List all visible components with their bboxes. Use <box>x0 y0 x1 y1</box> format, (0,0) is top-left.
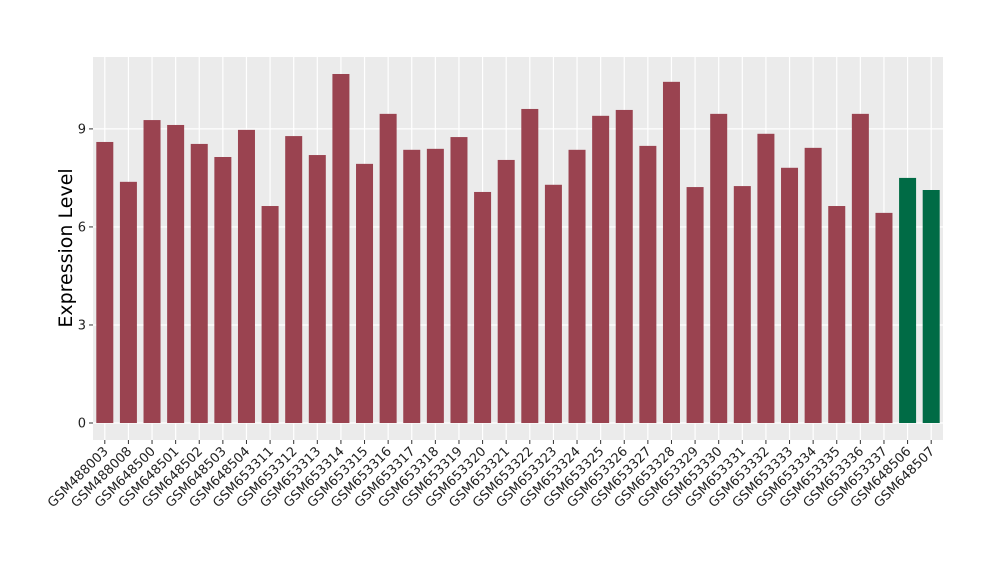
bar <box>497 159 515 424</box>
bar <box>474 191 492 424</box>
y-axis-title: Expression Level <box>55 168 77 327</box>
bar <box>662 81 680 424</box>
bar <box>308 155 326 424</box>
bar <box>285 136 303 424</box>
y-tick-label: 0 <box>78 417 86 432</box>
bar <box>167 124 185 424</box>
bar <box>733 186 751 424</box>
y-tick-label: 3 <box>78 318 86 333</box>
bar <box>119 181 137 424</box>
bar <box>922 190 940 424</box>
bar <box>710 113 728 424</box>
bar <box>686 187 704 424</box>
bar <box>214 156 232 424</box>
bar <box>804 147 822 424</box>
bar <box>592 115 610 424</box>
bar <box>237 129 255 424</box>
bar <box>851 113 869 424</box>
bar <box>639 145 657 424</box>
bar <box>356 163 374 424</box>
bar <box>899 177 917 424</box>
bar <box>615 109 633 424</box>
bar <box>450 137 468 424</box>
bar <box>781 167 799 424</box>
bar <box>332 73 350 424</box>
bar <box>403 149 421 424</box>
bar <box>96 141 114 424</box>
y-tick-label: 9 <box>78 122 86 137</box>
plot-background <box>93 57 943 440</box>
bar <box>261 206 279 424</box>
bar <box>875 212 893 424</box>
bar <box>143 120 161 424</box>
bar <box>828 206 846 424</box>
bar <box>426 148 444 424</box>
bar <box>544 184 562 424</box>
bar <box>521 108 539 424</box>
y-tick-label: 6 <box>78 220 86 235</box>
bar <box>757 133 775 424</box>
bar <box>190 143 208 424</box>
bar <box>568 149 586 424</box>
bar <box>379 113 397 424</box>
